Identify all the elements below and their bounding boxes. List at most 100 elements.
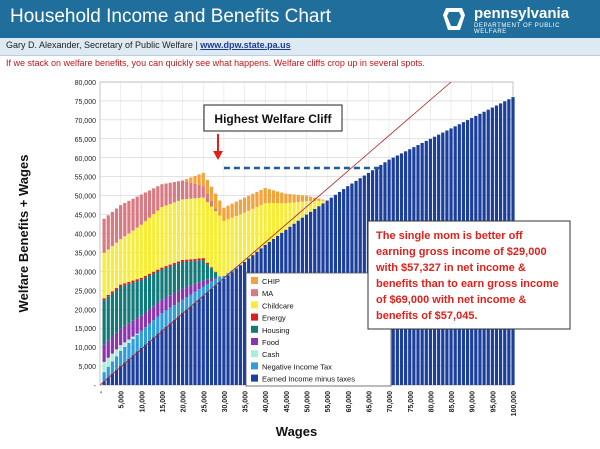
bar-segment-chip: [218, 200, 222, 216]
pennsylvania-logo[interactable]: pennsylvania DEPARTMENT OF PUBLIC WELFAR…: [440, 3, 590, 35]
bar-segment-food: [147, 309, 152, 324]
bar-segment-energy: [147, 273, 152, 276]
bar-segment-negative-income-tax: [172, 305, 176, 320]
bar-segment-ma: [127, 200, 131, 234]
bar-segment-ma: [119, 205, 123, 240]
bar-segment-food: [180, 288, 185, 300]
bar-segment-childcare: [127, 233, 131, 282]
legend-swatch: [251, 277, 258, 284]
x-tick-label: 35,000: [243, 391, 250, 413]
byline-author: Gary D. Alexander, Secretary of Public W…: [6, 40, 193, 50]
bar-segment-childcare: [189, 198, 193, 260]
bar-segment-energy: [185, 259, 189, 262]
bar-segment-food: [209, 278, 214, 282]
legend-swatch: [251, 374, 258, 382]
bar-segment-housing: [164, 267, 168, 298]
bar-segment-earned-income: [185, 309, 189, 385]
chart-subtitle: If we stack on welfare benefits, you can…: [6, 58, 425, 68]
website-link[interactable]: www.dpw.state.pa.us: [200, 40, 291, 50]
byline-separator: |: [195, 40, 198, 50]
bar-segment-energy: [119, 284, 123, 287]
bar-segment-negative-income-tax: [139, 330, 143, 348]
bar-segment-childcare: [209, 206, 214, 268]
bar-segment-energy: [106, 294, 110, 297]
bar-segment-earned-income: [106, 377, 110, 385]
bar-segment-earned-income: [234, 268, 238, 385]
bar-segment-negative-income-tax: [147, 323, 152, 341]
bar-segment-chip: [284, 193, 288, 204]
bar-segment-ma: [139, 194, 143, 225]
bar-segment-housing: [131, 282, 135, 321]
bar-segment-childcare: [147, 217, 152, 274]
bar-segment-childcare: [222, 221, 226, 276]
bar-segment-food: [185, 286, 189, 298]
bar-segment-ma: [201, 186, 205, 198]
bar-segment-childcare: [313, 201, 317, 209]
bar-segment-earned-income: [156, 333, 160, 385]
bar-segment-childcare: [247, 210, 251, 259]
bar-segment-earned-income: [168, 323, 172, 385]
x-tick-label: 20,000: [181, 391, 188, 413]
legend-label: Negative Income Tax: [262, 362, 332, 371]
bar-segment-food: [156, 302, 160, 317]
bar-segment-food: [127, 323, 131, 340]
bar-segment-food: [193, 283, 197, 292]
bar-segment-negative-income-tax: [205, 283, 209, 293]
bar-segment-childcare: [201, 197, 205, 259]
bar-segment-ma: [114, 208, 119, 243]
bar-segment-earned-income: [205, 292, 209, 385]
bar-segment-negative-income-tax: [102, 372, 106, 382]
bar-segment-cash: [119, 345, 123, 351]
bar-segment-housing: [209, 268, 214, 279]
x-tick-label: -: [98, 390, 105, 393]
bar-segment-ma: [102, 218, 106, 253]
bar-segment-childcare: [238, 214, 243, 265]
legend-label: Energy: [262, 314, 286, 323]
bar-segment-energy: [164, 266, 168, 268]
bar-segment-energy: [114, 288, 119, 290]
bar-segment-negative-income-tax: [185, 297, 189, 310]
bar-segment-negative-income-tax: [114, 356, 119, 370]
x-tick-label: 90,000: [470, 391, 477, 413]
keystone-icon: [443, 8, 465, 30]
y-tick-label: 10,000: [75, 345, 97, 352]
y-tick-label: 80,000: [75, 80, 97, 87]
bar-segment-food: [131, 320, 135, 337]
bar-segment-earned-income: [176, 316, 181, 385]
bar-segment-cash: [102, 361, 106, 373]
bar-segment-earned-income: [160, 330, 164, 385]
bar-segment-childcare: [106, 249, 110, 295]
bar-segment-housing: [119, 286, 123, 329]
x-tick-label: 70,000: [387, 391, 394, 413]
logo-name: pennsylvania: [474, 5, 570, 22]
bar-segment-earned-income: [193, 302, 197, 385]
bar-segment-negative-income-tax: [193, 291, 197, 303]
bar-segment-chip: [300, 195, 304, 202]
bar-segment-childcare: [242, 212, 247, 262]
bar-segment-negative-income-tax: [214, 278, 218, 286]
x-tick-label: 85,000: [449, 391, 456, 413]
bar-segment-earned-income: [172, 319, 176, 385]
bar-segment-food: [139, 315, 143, 331]
bar-segment-energy: [193, 258, 197, 261]
bar-segment-chip: [222, 207, 226, 222]
bar-segment-energy: [102, 298, 106, 301]
bar-segment-earned-income: [123, 362, 127, 385]
legend-swatch: [251, 301, 258, 309]
x-tick-label: 25,000: [201, 391, 208, 413]
bar-segment-negative-income-tax: [222, 275, 226, 279]
bar-segment-chip: [193, 175, 197, 184]
y-tick-label: 45,000: [75, 213, 97, 220]
bar-segment-energy: [201, 258, 205, 261]
bar-segment-food: [205, 279, 209, 284]
bar-segment-childcare: [139, 224, 143, 278]
bar-segment-ma: [168, 182, 172, 204]
legend-swatch: [251, 325, 258, 333]
bar-segment-childcare: [119, 239, 123, 285]
bar-segment-childcare: [288, 202, 292, 227]
bar-segment-ma: [106, 215, 110, 250]
bar-segment-childcare: [180, 199, 185, 261]
callout-box: [367, 220, 571, 330]
bar-segment-negative-income-tax: [143, 327, 148, 345]
bar-segment-chip: [251, 193, 255, 209]
